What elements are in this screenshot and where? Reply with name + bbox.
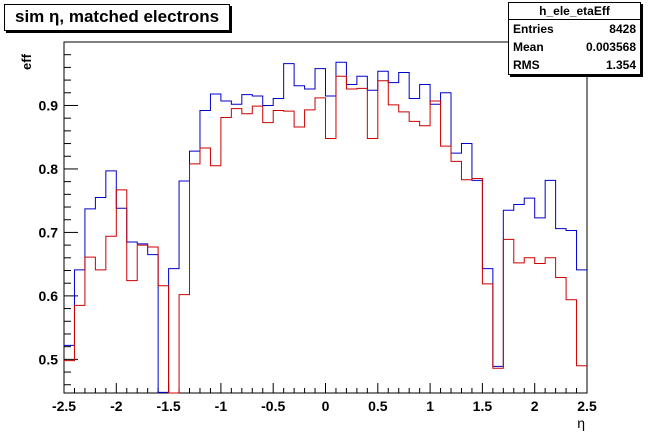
- x-tick-label: -2: [110, 398, 123, 414]
- y-tick-label: 0.6: [39, 288, 59, 304]
- stats-label: RMS: [513, 58, 540, 72]
- tick-labels: -2.5 -2 -1.5 -1 -0.5 0 0.5 1 1.5 2 2.5 0.5 0.6 0.7 0.8…: [39, 97, 597, 414]
- blue-histogram-line: [64, 61, 587, 393]
- stats-row-rms: RMS 1.354: [509, 56, 640, 74]
- chart-title: sim η, matched electrons: [4, 4, 231, 31]
- y-axis-label: eff: [19, 53, 34, 70]
- x-tick-label: 0: [322, 398, 330, 414]
- x-tick-label: -2.5: [52, 398, 76, 414]
- stats-label: Entries: [513, 22, 554, 36]
- x-tick-label: 2: [531, 398, 539, 414]
- x-tick-label: 1.5: [473, 398, 493, 414]
- x-tick-label: 0.5: [368, 398, 388, 414]
- stats-row-mean: Mean 0.003568: [509, 38, 640, 56]
- x-tick-label: -1.5: [157, 398, 181, 414]
- red-histogram-line: [64, 75, 587, 394]
- stats-label: Mean: [513, 40, 544, 54]
- stats-value: 8428: [609, 22, 636, 36]
- x-tick-label: -1: [215, 398, 228, 414]
- histogram-series: [64, 61, 587, 394]
- x-axis-label: η: [577, 415, 585, 431]
- x-tick-label: -0.5: [261, 398, 285, 414]
- stats-value: 1.354: [605, 58, 636, 72]
- y-tick-label: 0.9: [39, 97, 59, 113]
- stats-histogram-name: h_ele_etaEff: [509, 3, 640, 20]
- stats-row-entries: Entries 8428: [509, 20, 640, 38]
- stats-box: h_ele_etaEff Entries 8428 Mean 0.003568 …: [508, 2, 641, 75]
- x-tick-label: 2.5: [577, 398, 597, 414]
- y-tick-label: 0.5: [39, 351, 59, 367]
- stats-value: 0.003568: [585, 40, 636, 54]
- y-tick-label: 0.7: [39, 224, 59, 240]
- y-tick-label: 0.8: [39, 161, 59, 177]
- x-tick-label: 1: [426, 398, 434, 414]
